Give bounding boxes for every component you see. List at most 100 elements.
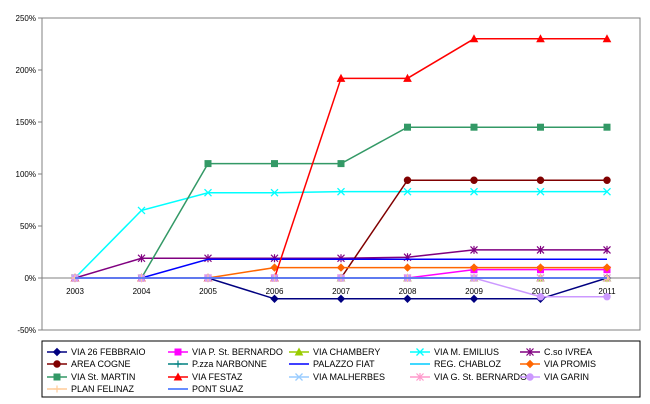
data-point (270, 294, 279, 304)
legend-label: VIA GARIN (544, 372, 589, 382)
data-point (536, 187, 545, 196)
legend-label: VIA G. St. BERNARDO (434, 372, 527, 382)
legend-item: VIA FESTAZ (168, 372, 243, 382)
y-tick-label: 50% (20, 222, 36, 231)
data-point (602, 263, 612, 272)
data-point (469, 34, 479, 43)
legend-item: PALAZZO FIAT (289, 359, 375, 369)
series-line (75, 258, 607, 279)
x-tick-label: 2005 (199, 287, 217, 296)
legend-marker (295, 373, 303, 381)
legend-marker (416, 373, 424, 381)
legend-marker (53, 360, 61, 368)
x-tick-label: 2007 (332, 287, 350, 296)
data-point (337, 254, 345, 263)
y-tick-label: 0% (24, 274, 36, 283)
data-point (137, 206, 146, 215)
data-point (536, 176, 545, 184)
data-point (204, 188, 212, 197)
plot-area (41, 17, 641, 331)
data-point (470, 245, 478, 254)
data-point (336, 294, 346, 304)
data-point (469, 294, 479, 304)
series-line (75, 179, 607, 279)
x-tick-label: 2008 (399, 287, 417, 296)
data-point (403, 187, 412, 196)
data-point (470, 187, 478, 196)
legend-label: VIA M. EMILIUS (434, 347, 499, 357)
data-point (603, 187, 611, 196)
legend-marker (52, 347, 62, 357)
x-tick-label: 2003 (66, 287, 84, 296)
legend-label: PLAN FELINAZ (71, 384, 135, 394)
legend-marker (174, 348, 182, 356)
data-point (270, 188, 279, 197)
legend-marker (526, 373, 534, 381)
series-c-so-ivrea (71, 245, 611, 282)
y-tick-label: -50% (17, 326, 36, 335)
data-point (536, 34, 545, 43)
data-point (337, 160, 345, 168)
data-point (603, 176, 611, 184)
legend-marker (53, 385, 61, 393)
legend-marker (174, 360, 182, 368)
data-point (336, 73, 346, 82)
data-point (469, 263, 479, 272)
legend-item: VIA PROMIS (520, 359, 596, 369)
legend-item: C.so IVREA (520, 347, 592, 357)
data-point (336, 263, 346, 272)
legend-marker (416, 348, 424, 356)
data-point (137, 254, 146, 263)
data-point (270, 263, 279, 272)
legend-item: VIA MALHERBES (289, 372, 385, 382)
legend-marker (526, 348, 534, 356)
data-point (403, 294, 412, 304)
data-point (536, 263, 545, 272)
legend-item: VIA P. St. BERNARDO (168, 347, 283, 357)
legend-label: REG. CHABLOZ (434, 359, 502, 369)
data-point (403, 73, 412, 82)
legend-item: VIA G. St. BERNARDO (410, 372, 527, 382)
legend-item: VIA CHAMBERY (289, 347, 380, 357)
legend-label: VIA PROMIS (544, 359, 596, 369)
legend-item: VIA GARIN (520, 372, 589, 382)
data-point (536, 245, 545, 254)
legend-item: PONT SUAZ (168, 384, 244, 394)
legend-item: P.zza NARBONNE (168, 359, 267, 369)
legend-marker (53, 373, 61, 381)
legend-box (41, 340, 641, 398)
legend-item: AREA COGNE (47, 359, 131, 369)
legend-label: PALAZZO FIAT (313, 359, 375, 369)
data-point (603, 245, 611, 254)
data-point (470, 176, 478, 184)
legend-label: VIA 26 FEBBRAIO (71, 347, 146, 357)
legend-item: REG. CHABLOZ (410, 359, 502, 369)
y-tick-label: 200% (16, 66, 36, 75)
x-tick-label: 2009 (465, 287, 483, 296)
legend-marker (173, 372, 183, 381)
legend-marker (294, 347, 304, 356)
y-tick-label: 150% (16, 118, 36, 127)
legend-label: VIA St. MARTIN (71, 372, 135, 382)
data-point (470, 123, 478, 131)
data-point (270, 254, 279, 263)
data-point (537, 123, 544, 131)
data-point (404, 123, 411, 131)
x-tick-label: 2004 (133, 287, 151, 296)
x-tick-label: 2010 (532, 287, 550, 296)
series-palazzo-fiat (75, 258, 607, 279)
legend-label: C.so IVREA (544, 347, 592, 357)
legend-label: VIA FESTAZ (192, 372, 243, 382)
series-via-st-martin (71, 123, 611, 282)
x-tick-label: 2006 (266, 287, 284, 296)
data-point (536, 293, 545, 301)
data-point (271, 160, 278, 168)
legend-label: AREA COGNE (71, 359, 131, 369)
legend-label: VIA P. St. BERNARDO (192, 347, 283, 357)
data-point (403, 176, 412, 184)
data-point (602, 34, 612, 43)
y-tick-label: 250% (16, 14, 36, 23)
legend-label: VIA CHAMBERY (313, 347, 380, 357)
legend-item: VIA M. EMILIUS (410, 347, 499, 357)
